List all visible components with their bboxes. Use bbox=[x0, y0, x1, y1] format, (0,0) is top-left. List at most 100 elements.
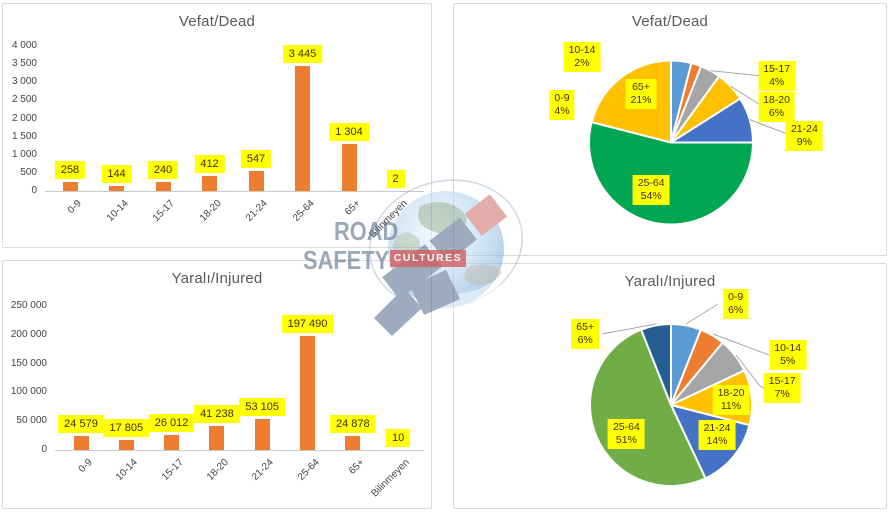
x-axis-category-label: 0-9 bbox=[65, 198, 84, 216]
x-axis-line bbox=[55, 450, 424, 451]
y-axis-tick-label: 3 000 bbox=[11, 76, 37, 88]
leader-line bbox=[710, 70, 763, 77]
chart-title-dead-bar: Vefat/Dead bbox=[178, 13, 256, 30]
y-axis-tick-label: 4 000 bbox=[11, 40, 37, 51]
bar-value-label: 26 012 bbox=[148, 414, 195, 433]
leader-line bbox=[601, 323, 657, 335]
leader-line bbox=[749, 119, 791, 136]
leader-line bbox=[685, 303, 719, 325]
leader-line bbox=[730, 85, 763, 107]
x-axis-category-label: Bilinmeyen bbox=[369, 457, 412, 500]
pie-slice-label: 15-17 4% bbox=[758, 61, 796, 91]
y-axis-tick-label: 50 000 bbox=[16, 415, 47, 427]
pie-svg bbox=[588, 59, 791, 226]
x-axis-category-label: 0-9 bbox=[76, 457, 95, 475]
bar-value-label: 10 bbox=[385, 428, 411, 447]
pie-slice-label: 0-9 4% bbox=[549, 89, 575, 120]
pie-slice-label: 65+ 6% bbox=[571, 318, 600, 349]
y-axis-tick-label: 100 000 bbox=[10, 386, 47, 398]
y-axis-tick-label: 3 500 bbox=[11, 58, 37, 70]
bar bbox=[118, 439, 134, 450]
bar bbox=[295, 66, 310, 191]
pie-svg bbox=[588, 303, 770, 487]
bar-chart-injured: 0 50 000 100 000 150 000 200 000 250 000 24 57… bbox=[3, 261, 431, 508]
bar bbox=[73, 435, 89, 450]
x-axis-category-label: 21-24 bbox=[250, 457, 276, 483]
bar-value-label: 17 805 bbox=[103, 418, 150, 437]
x-axis-line bbox=[45, 191, 424, 192]
y-axis-tick-label: 1 500 bbox=[11, 130, 37, 142]
y-axis-tick-label: 0 bbox=[31, 185, 37, 196]
panel-dead-bar-chart: Vefat/Dead 0 500 1 000 1 500 2 000 2 500 3 000… bbox=[2, 3, 432, 248]
bar bbox=[109, 185, 124, 191]
pie-slice-65+ bbox=[640, 323, 672, 406]
pie-slice-label: 15-17 7% bbox=[763, 372, 801, 403]
bar-value-label: 2 bbox=[386, 169, 405, 188]
y-axis-tick-label: 500 bbox=[20, 166, 37, 178]
x-axis-category-label: 65+ bbox=[343, 198, 363, 218]
bar-value-label: 197 490 bbox=[281, 315, 334, 334]
pie-slice-label: 18-20 11% bbox=[712, 384, 750, 415]
chart-title-injured-bar: Yaralı/Injured bbox=[171, 270, 263, 287]
pie-slice-label: 25-64 51% bbox=[607, 418, 645, 449]
x-axis-category-label: 25-64 bbox=[290, 198, 317, 224]
x-axis-category-label: 21-24 bbox=[243, 198, 270, 224]
x-axis-category-label: 15-17 bbox=[159, 457, 186, 483]
bar bbox=[254, 419, 270, 450]
panel-injured-bar-chart: Yaralı/Injured 0 50 000 100 000 150 000 200 … bbox=[2, 260, 432, 509]
pie-slice-label: 21-24 9% bbox=[785, 121, 823, 151]
bar-value-label: 412 bbox=[194, 155, 225, 174]
x-axis-category-label: 15-17 bbox=[150, 198, 177, 224]
panel-dead-pie-chart: Vefat/Dead 0-9 4% 10-14 2% 15-17 4% 18-20 6% 21-… bbox=[453, 3, 887, 256]
x-axis-category-label: 18-20 bbox=[204, 457, 231, 483]
pie-slice-label: 65+ 21% bbox=[625, 78, 657, 109]
pie-chart-dead: 0-9 4% 10-14 2% 15-17 4% 18-20 6% 21-24 9% 25-64 54… bbox=[454, 4, 886, 255]
x-axis-category-label: 65+ bbox=[346, 457, 367, 477]
pie-slice-label: 21-24 14% bbox=[698, 420, 736, 450]
pie-slice-label: 18-20 6% bbox=[758, 91, 795, 122]
y-axis-tick-label: 2 000 bbox=[11, 112, 37, 124]
leader-line bbox=[735, 354, 765, 389]
bar-chart-dead: 0 500 1 000 1 500 2 000 2 500 3 000 3 500 4 000 2… bbox=[3, 4, 431, 247]
leader-line bbox=[712, 333, 770, 356]
x-axis-category-label: Bilinmeyen bbox=[366, 198, 410, 241]
y-axis-tick-label: 200 000 bbox=[10, 328, 47, 340]
bar-value-label: 3 445 bbox=[282, 45, 323, 64]
y-axis-tick-label: 0 bbox=[41, 444, 47, 455]
bar bbox=[164, 435, 180, 450]
pie-slice-label: 10-14 5% bbox=[769, 340, 807, 371]
bar-value-label: 240 bbox=[147, 161, 179, 180]
x-axis-category-label: 18-20 bbox=[197, 198, 224, 224]
pie-chart-injured: 0-9 6% 10-14 5% 15-17 7% 18-20 11% 21-24 14% 25-64… bbox=[454, 264, 886, 508]
pie-slice-25-64 bbox=[588, 121, 754, 226]
panel-injured-pie-chart: Yaralı/Injured 0-9 6% 10-14 5% 15-17 7% 18-20 1… bbox=[453, 263, 887, 509]
bar-value-label: 24 878 bbox=[329, 414, 376, 433]
x-axis-category-label: 10-14 bbox=[104, 198, 131, 224]
bar-value-label: 24 579 bbox=[58, 414, 104, 433]
pie-slice-label: 10-14 2% bbox=[563, 41, 601, 72]
x-axis-category-label: 10-14 bbox=[114, 457, 141, 483]
pie-slice-label: 25-64 54% bbox=[632, 175, 670, 206]
y-axis-tick-label: 2 500 bbox=[11, 94, 37, 106]
y-axis-tick-label: 250 000 bbox=[10, 300, 47, 311]
bar-value-label: 144 bbox=[101, 164, 132, 183]
pie-slice-label: 0-9 6% bbox=[723, 288, 749, 319]
y-axis-tick-label: 1 000 bbox=[11, 148, 37, 160]
bar bbox=[202, 176, 217, 191]
y-axis-tick-label: 150 000 bbox=[10, 357, 47, 369]
chart-title-dead-pie: Vefat/Dead bbox=[631, 13, 709, 30]
chart-title-injured-pie: Yaralı/Injured bbox=[624, 273, 716, 290]
bar-value-label: 547 bbox=[240, 150, 272, 169]
bar-value-label: 258 bbox=[54, 160, 86, 179]
bar bbox=[62, 181, 78, 191]
bar bbox=[345, 435, 361, 450]
bar-value-label: 1 304 bbox=[329, 122, 369, 141]
bar bbox=[155, 182, 171, 191]
x-axis-category-label: 25-64 bbox=[295, 457, 322, 483]
bar bbox=[248, 171, 264, 191]
bar-value-label: 41 238 bbox=[194, 405, 240, 424]
bar bbox=[209, 426, 225, 450]
bar bbox=[341, 143, 357, 191]
bar bbox=[300, 336, 315, 450]
